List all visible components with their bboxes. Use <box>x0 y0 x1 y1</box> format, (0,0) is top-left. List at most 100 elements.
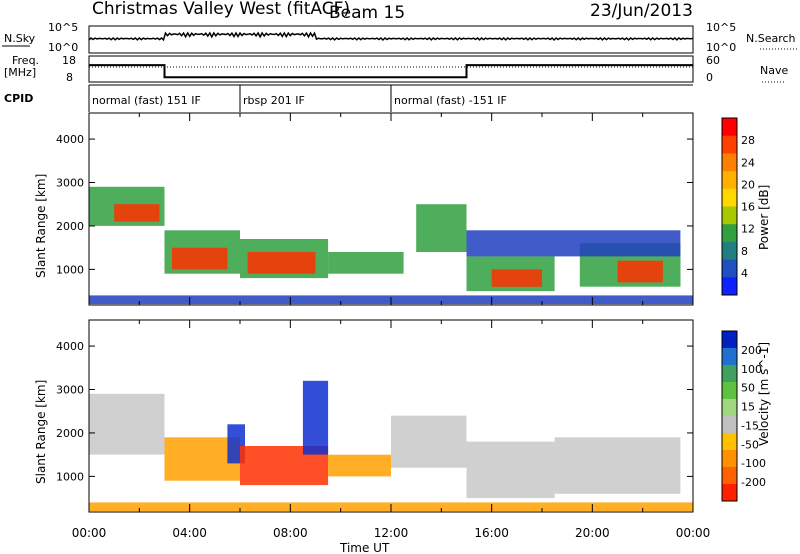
colorbar-swatch <box>722 118 737 137</box>
y-tick-label: 4000 <box>56 340 84 353</box>
colorbar-swatch <box>722 433 737 451</box>
data-band <box>466 230 681 257</box>
velocity-colorbar: 200 100 50 15 -15 -50 -100 -200 <box>721 330 766 502</box>
cpid-segments: normal (fast) 151 IF rbsp 201 IF normal (f… <box>88 85 507 112</box>
colorbar-swatch <box>722 365 737 383</box>
data-band <box>466 441 555 499</box>
data-band <box>328 454 391 477</box>
colorbar-tick-label: -200 <box>741 476 766 489</box>
x-axis-label: Time UT <box>339 541 390 554</box>
velocity-colorbar-label: Velocity [m s^-1] <box>757 342 771 446</box>
colorbar-swatch <box>722 382 737 400</box>
colorbar-tick-label: 28 <box>741 134 755 147</box>
colorbar-tick-label: 20 <box>741 178 755 191</box>
nsearch-label: N.Search <box>746 32 796 45</box>
nsky-right-tick-bottom: 10^0 <box>706 41 736 54</box>
colorbar-tick-label: 12 <box>741 223 755 236</box>
colorbar-swatch <box>722 399 737 417</box>
freq-trace <box>89 64 693 79</box>
nsky-left-tick-top: 10^5 <box>48 21 78 34</box>
date-label: 23/Jun/2013 <box>590 1 693 21</box>
colorbar-tick-label: 50 <box>741 382 755 395</box>
freq-label-line1: Freq. <box>12 54 39 67</box>
data-band <box>617 260 663 283</box>
nsky-right-tick-top: 10^5 <box>706 21 736 34</box>
y-tick-label: 1000 <box>56 263 84 276</box>
freq-left-tick-bottom: 8 <box>66 71 73 84</box>
colorbar-tick-label: 8 <box>741 245 748 258</box>
power-data-layer <box>89 186 693 305</box>
freq-label-line2: [MHz] <box>4 66 36 79</box>
cpid-label: CPID <box>4 92 33 105</box>
colorbar-tick-label: -100 <box>741 457 766 470</box>
colorbar-tick-label: -15 <box>741 419 759 432</box>
power-colorbar-label: Power [dB] <box>757 185 771 250</box>
data-band <box>89 393 165 455</box>
colorbar-swatch <box>722 135 737 154</box>
power-y-axis-label: Slant Range [km] <box>34 174 48 278</box>
freq-right-tick-top: 60 <box>706 54 720 67</box>
time-tick-label: 04:00 <box>172 526 207 540</box>
nave-label: Nave <box>760 64 788 77</box>
velocity-x-ticks <box>88 320 694 512</box>
power-colorbar: 28 24 20 16 12 8 4 <box>721 117 755 296</box>
time-tick-label: 16:00 <box>474 526 509 540</box>
colorbar-swatch <box>722 331 737 349</box>
cpid-segment-label: rbsp 201 IF <box>243 94 305 107</box>
colorbar-swatch <box>722 153 737 172</box>
colorbar-swatch <box>722 259 737 278</box>
colorbar-swatch <box>722 467 737 485</box>
freq-right-tick-bottom: 0 <box>706 71 713 84</box>
colorbar-swatch <box>722 484 737 502</box>
colorbar-swatch <box>722 348 737 366</box>
velocity-panel: 1000 2000 3000 4000 Slant Range [km] <box>34 319 694 513</box>
colorbar-tick-label: 24 <box>741 156 755 169</box>
data-band <box>554 437 681 494</box>
data-band <box>328 252 404 274</box>
velocity-data-layer <box>89 380 693 512</box>
nsky-line <box>88 31 694 42</box>
data-band <box>172 247 228 270</box>
colorbar-swatch <box>722 416 737 434</box>
time-tick-label: 08:00 <box>273 526 308 540</box>
colorbar-swatch <box>722 188 737 207</box>
data-band <box>491 269 542 287</box>
data-band <box>247 252 316 274</box>
beam-label: Beam 15 <box>329 3 405 23</box>
colorbar-swatch <box>722 224 737 243</box>
y-tick-label: 1000 <box>56 470 84 483</box>
colorbar-tick-label: 4 <box>741 267 748 280</box>
colorbar-tick-label: -50 <box>741 438 759 451</box>
time-tick-labels: 00:00 04:00 08:00 12:00 16:00 20:00 00:00 <box>72 526 711 540</box>
cpid-segment-label: normal (fast) -151 IF <box>394 94 507 107</box>
time-tick-label: 00:00 <box>676 526 711 540</box>
time-tick-label: 20:00 <box>575 526 610 540</box>
colorbar-frame <box>721 117 738 296</box>
colorbar-swatch <box>722 171 737 190</box>
y-tick-label: 3000 <box>56 177 84 190</box>
velocity-y-axis-label: Slant Range [km] <box>34 380 48 484</box>
y-tick-label: 2000 <box>56 427 84 440</box>
nsky-label: N.Sky <box>4 32 36 45</box>
colorbar-tick-label: 200 <box>741 344 762 357</box>
data-band <box>114 204 160 222</box>
nsky-left-tick-bottom: 10^0 <box>48 41 78 54</box>
power-x-ticks <box>88 113 694 305</box>
cpid-segment-label: normal (fast) 151 IF <box>92 94 201 107</box>
power-panel: 1000 2000 3000 4000 Slant Range [km] <box>34 112 694 306</box>
y-tick-label: 4000 <box>56 133 84 146</box>
nsky-trace <box>88 31 694 42</box>
colorbar-tick-label: 100 <box>741 363 762 376</box>
colorbar-frame <box>721 330 738 502</box>
time-tick-label: 12:00 <box>374 526 409 540</box>
y-tick-label: 3000 <box>56 384 84 397</box>
data-band <box>391 415 467 468</box>
data-band <box>302 380 329 455</box>
colorbar-swatch <box>722 241 737 261</box>
colorbar-swatch <box>722 206 737 225</box>
colorbar-tick-label: 15 <box>741 401 755 414</box>
y-tick-label: 2000 <box>56 220 84 233</box>
freq-panel-frame <box>88 55 694 83</box>
colorbar-swatch <box>722 277 737 296</box>
